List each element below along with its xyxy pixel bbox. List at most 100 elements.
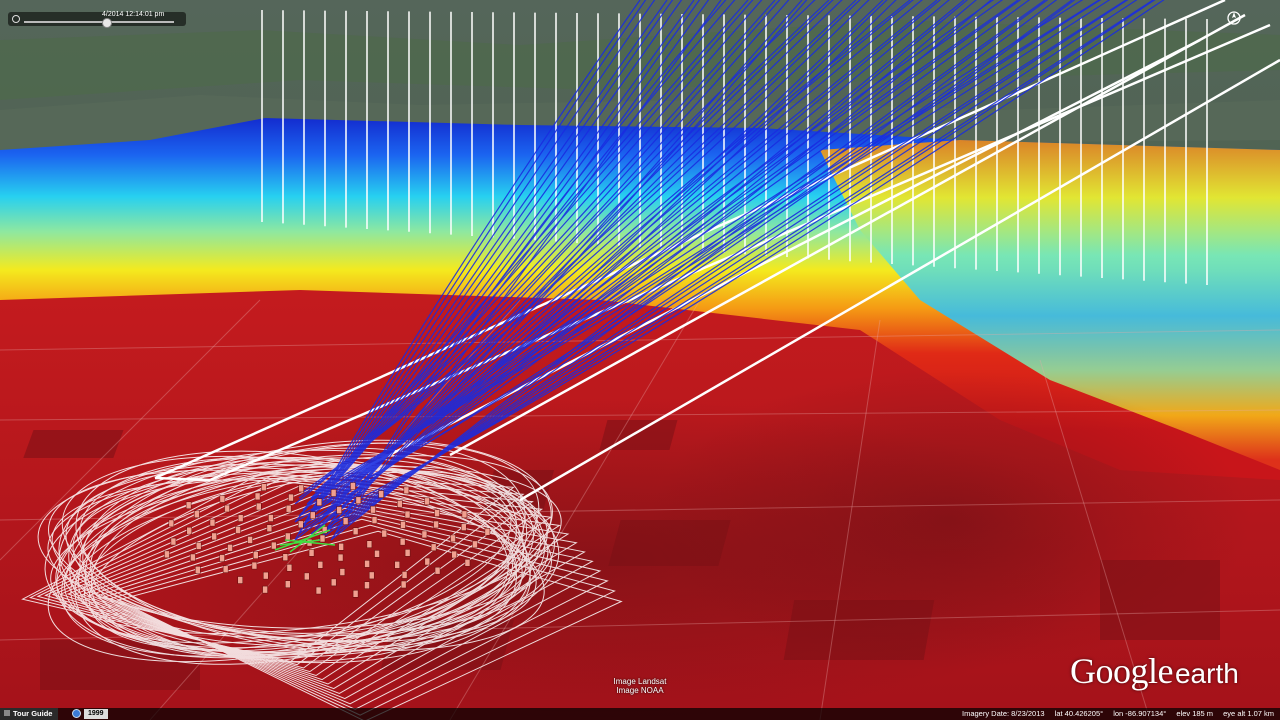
sensor-marker [219,554,225,562]
trajectory-lines [294,0,1165,541]
sensor-marker [288,493,294,502]
sensor-marker [339,568,346,576]
trajectory-line [314,0,790,493]
sensor-marker [404,510,411,519]
sensor-marker [235,526,241,534]
sensor-marker [350,482,356,490]
sensor-marker [433,520,439,529]
sensor-marker [370,505,376,514]
sensor-marker [352,590,359,598]
sensor-marker [209,518,216,527]
sensor-marker [464,559,471,567]
sensor-marker [399,537,406,546]
sensor-marker [421,530,428,539]
footprint-box [73,497,578,690]
grid-line [0,329,1280,351]
google-earth-logo: Googleearth [1070,650,1239,692]
sensor-marker [263,571,269,580]
trajectory-line [338,0,950,493]
latitude-readout: lat 40.426205° [1054,709,1104,718]
footprint-box [66,493,570,685]
sensor-marker [434,566,441,575]
trajectory-line [314,0,1111,493]
tour-guide-label: Tour Guide [13,709,53,718]
sensor-marker [484,528,491,536]
sensor-marker [310,511,316,520]
sensor-marker [286,564,293,572]
sensor-marker [352,527,359,535]
sensor-marker [397,500,403,508]
logo-earth-text: earth [1174,658,1239,689]
sensor-marker [374,550,380,558]
footprint-ring [82,457,514,663]
footprint-box [109,524,616,716]
grid-line [0,409,1280,421]
sensor-marker [424,497,430,506]
sensor-marker [308,549,315,557]
sensor-marker [168,519,175,528]
tour-guide-button[interactable]: Tour Guide [0,708,59,720]
sensor-marker [461,510,468,519]
globe-icon[interactable] [72,709,81,718]
sensor-marker [394,561,400,569]
city-blocks [23,420,1220,690]
attribution-line-1: Image Landsat [613,677,667,686]
sensor-marker [321,526,328,534]
historical-year-button[interactable]: 1999 [84,709,108,719]
sensor-marker [401,571,408,579]
sensor-marker [434,509,440,517]
sensor-marker [285,532,291,541]
sensor-marker [224,504,230,513]
sensor-marker [430,543,437,552]
sensor-marker [195,542,202,550]
sensor-marker [282,553,289,561]
sensor-marker [381,529,388,538]
sensor-marker [472,540,478,549]
sensor-marker [164,550,170,559]
north-arrow-icon[interactable] [1226,10,1242,26]
time-slider-knob[interactable] [102,18,112,28]
footprint-ring [50,465,562,634]
attribution-line-2: Image NOAA [616,686,664,695]
tour-guide-icon [4,710,10,716]
trajectory-line [338,0,1165,511]
sensor-marker [195,566,201,574]
trajectory-line [302,0,870,493]
sensor-marker [298,520,304,529]
grid-line [449,299,701,720]
sensor-marker [355,496,362,505]
clock-icon[interactable] [12,15,20,23]
sensor-marker [256,502,262,511]
sensor-marker [170,537,177,546]
grid-line [819,319,881,720]
sensor-marker [450,534,456,543]
footprint-ring [72,477,517,637]
sensor-marker [268,514,274,522]
sensor-marker [190,553,196,562]
sensor-marker [366,540,373,548]
sensor-marker [378,490,384,498]
footprint-box [95,513,602,705]
time-slider-date: 4/2014 12:14:01 pm [102,11,165,18]
time-slider[interactable]: 4/2014 12:14:01 pm [8,11,186,28]
source-cluster [274,524,336,553]
sensor-marker [404,549,411,557]
footprint-ring [58,456,531,664]
sensor-marker [342,517,349,525]
sensor-marker [304,572,310,581]
sensor-marker [237,514,244,522]
time-slider-track[interactable] [24,21,174,23]
sensor-marker [247,536,253,544]
grid-line [0,609,1280,641]
sensor-marker [219,495,226,503]
footprint-box [88,507,594,700]
sensor-marker [336,506,342,514]
eye-altitude-readout: eye alt 1.07 km [1223,709,1274,718]
sensor-marker [371,516,378,524]
footprint-ring [47,455,553,663]
sensor-footprint-rings [21,439,623,720]
longitude-readout: lon -86.907134° [1113,709,1167,718]
sensor-marker [338,543,344,551]
sensor-marker [317,561,324,569]
